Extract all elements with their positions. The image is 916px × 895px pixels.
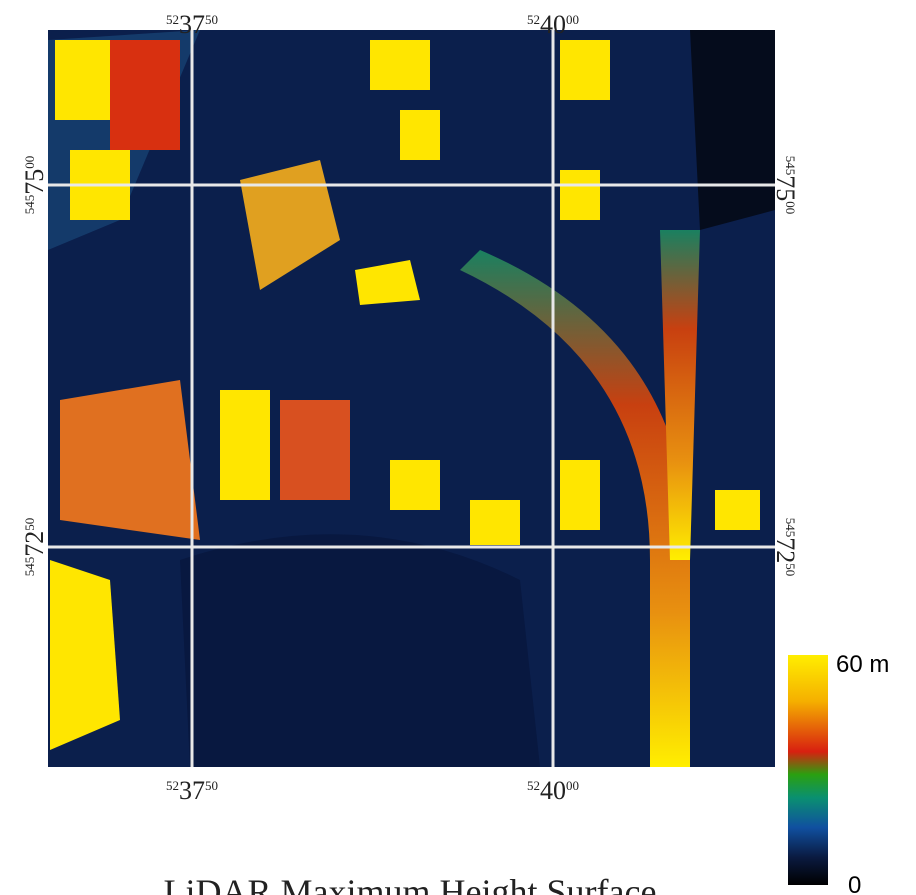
grid-label-main: 75 (771, 175, 800, 201)
colorbar (788, 655, 828, 885)
grid-label-suffix: 50 (783, 563, 798, 576)
colorbar-max: 60 m (836, 651, 889, 678)
grid-label-suffix: 50 (205, 12, 218, 27)
grid-label-suffix: 00 (566, 778, 579, 793)
grid-label: 5457500 (20, 156, 49, 215)
grid-label-main: 72 (20, 531, 49, 557)
lidar-map (48, 30, 775, 767)
grid-label-main: 75 (20, 169, 49, 195)
grid-label: 524000 (527, 776, 579, 805)
grid-label-main: 37 (179, 776, 205, 805)
grid-label-prefix: 52 (166, 778, 179, 793)
page: 5237505237505240005240005457500545750054… (0, 0, 916, 895)
grid-label-prefix: 52 (527, 12, 540, 27)
grid-label-main: 40 (540, 776, 566, 805)
grid-label-prefix: 52 (166, 12, 179, 27)
grid-label-prefix: 545 (783, 518, 798, 538)
map-title: LiDAR Maximum Height Surface (164, 872, 657, 895)
colorbar-min: 0 (848, 872, 861, 895)
grid-label-main: 40 (540, 10, 566, 39)
grid-label-suffix: 00 (566, 12, 579, 27)
grid-label-prefix: 545 (22, 195, 37, 215)
grid-label-prefix: 545 (22, 557, 37, 577)
grid-label-main: 37 (179, 10, 205, 39)
grid-label: 5457250 (20, 518, 49, 577)
grid-label-suffix: 50 (205, 778, 218, 793)
grid-label-prefix: 545 (783, 156, 798, 176)
grid-label-prefix: 52 (527, 778, 540, 793)
grid-label: 5457500 (771, 156, 800, 215)
grid-label: 523750 (166, 776, 218, 805)
grid-label: 5457250 (771, 518, 800, 577)
grid-label-suffix: 50 (22, 518, 37, 531)
grid-label-main: 72 (771, 537, 800, 563)
grid-label-suffix: 00 (22, 156, 37, 169)
grid-label-suffix: 00 (783, 201, 798, 214)
